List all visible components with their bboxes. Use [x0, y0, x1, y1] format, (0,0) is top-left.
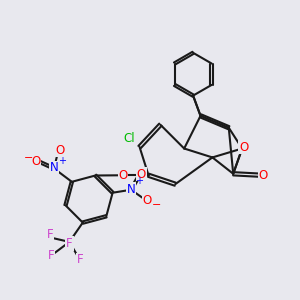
Text: Cl: Cl	[123, 132, 135, 145]
Text: O: O	[143, 194, 152, 207]
Text: N: N	[127, 183, 135, 196]
Text: −: −	[152, 200, 161, 210]
Text: N: N	[50, 161, 58, 174]
Text: −: −	[23, 153, 33, 163]
Text: +: +	[135, 176, 143, 186]
Text: O: O	[118, 169, 128, 182]
Text: F: F	[76, 253, 83, 266]
Text: F: F	[66, 237, 73, 250]
Text: O: O	[137, 168, 146, 181]
Text: O: O	[55, 143, 64, 157]
Text: O: O	[32, 154, 41, 167]
Text: F: F	[47, 228, 53, 241]
Text: O: O	[239, 140, 248, 154]
Text: F: F	[48, 249, 55, 262]
Text: O: O	[258, 169, 268, 182]
Text: +: +	[58, 156, 66, 166]
